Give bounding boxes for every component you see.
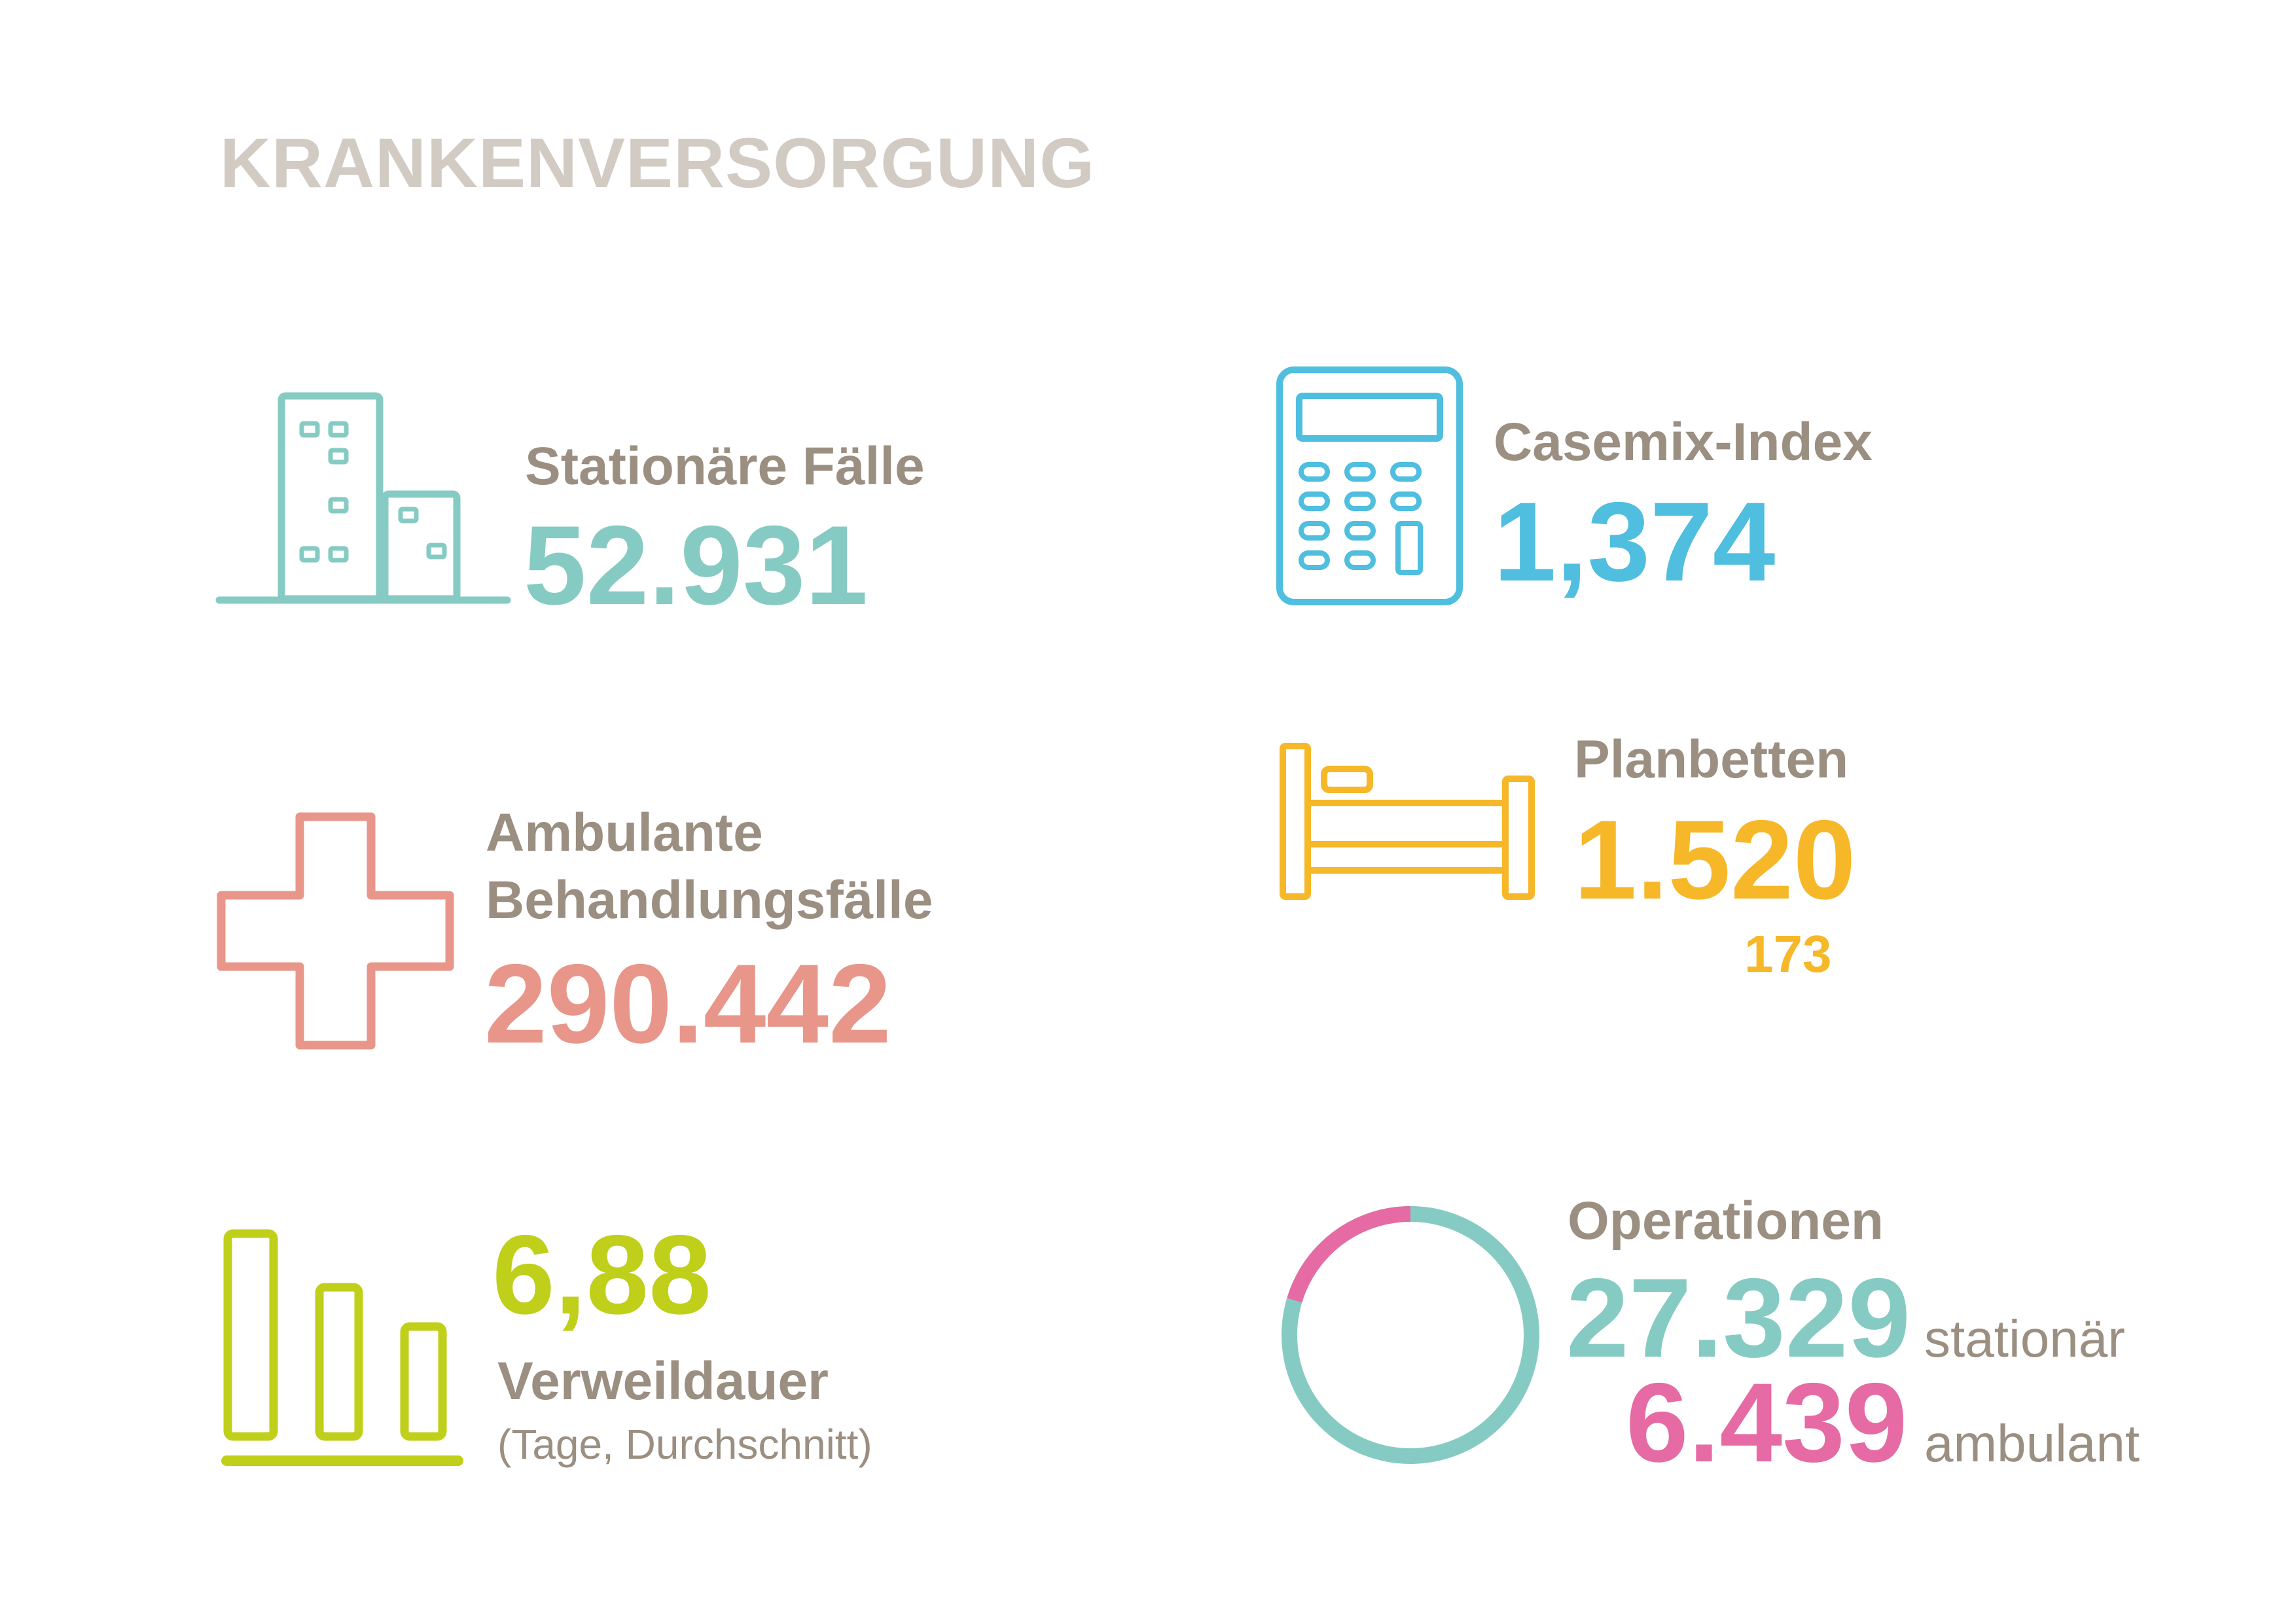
operationen-stationaer-label: stationär [1924, 1310, 2125, 1368]
bar-chart-icon [221, 1229, 463, 1466]
operationen-ambulant-value: 6.439 [1626, 1360, 1908, 1486]
stationaere-value: 52.931 [524, 503, 869, 628]
planbetten-value: 1.520 [1574, 797, 1856, 923]
page-title: KRANKENVERSORGUNG [220, 123, 1096, 202]
bed-icon [1280, 743, 1535, 900]
medical-cross-icon [217, 812, 454, 1050]
casemix-label: Casemix-Index [1494, 412, 1873, 472]
operationen-stationaer-value: 27.329 [1566, 1255, 1911, 1381]
planbetten-subvalue: 173 [1744, 925, 1832, 983]
donut-ring-ambulant-segment [1287, 1206, 1411, 1303]
donut-ring-icon [1282, 1206, 1539, 1464]
hospital-building-icon [215, 392, 511, 604]
planbetten-label: Planbetten [1574, 730, 1849, 789]
casemix-value: 1,374 [1494, 479, 1776, 605]
verweildauer-label: Verweildauer [497, 1351, 829, 1411]
calculator-icon [1276, 366, 1463, 605]
operationen-ambulant-label: ambulant [1924, 1414, 2140, 1472]
stationaere-label: Stationäre Fälle [525, 437, 925, 496]
ambulante-label-line1: Ambulante [486, 803, 763, 863]
ambulante-value: 290.442 [484, 941, 891, 1067]
operationen-label: Operationen [1568, 1191, 1884, 1251]
verweildauer-value: 6,88 [492, 1212, 711, 1338]
ambulante-label-line2: Behandlungsfälle [486, 870, 933, 930]
verweildauer-note: (Tage, Durchschnitt) [497, 1421, 872, 1468]
